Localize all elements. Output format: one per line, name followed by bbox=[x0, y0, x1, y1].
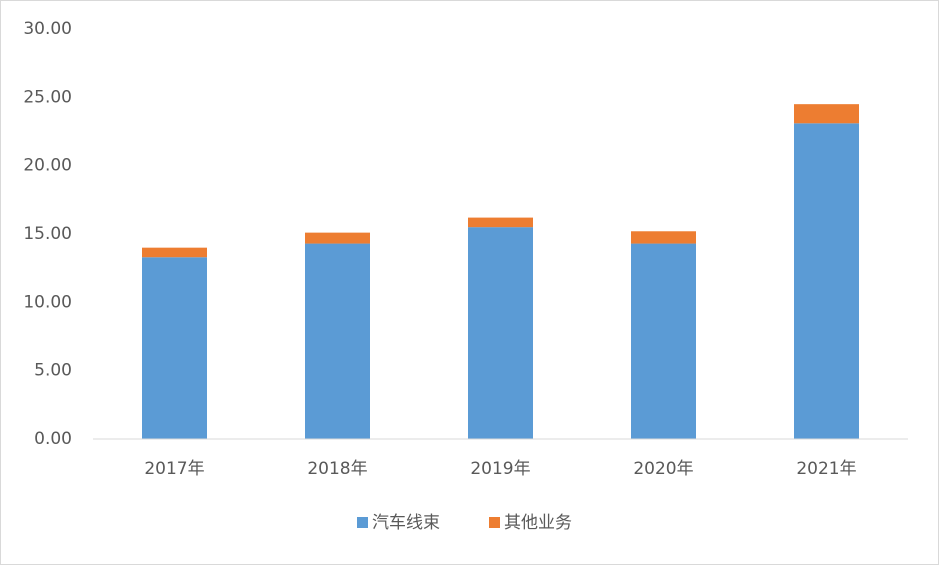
legend-swatch bbox=[357, 517, 368, 528]
bar-segment bbox=[142, 247, 207, 258]
bar-segment bbox=[468, 227, 533, 439]
y-tick-label: 10.00 bbox=[23, 292, 72, 312]
x-tick-label: 2019年 bbox=[470, 459, 530, 479]
bar-segment bbox=[794, 123, 859, 440]
bar-segment bbox=[305, 243, 370, 439]
y-tick-label: 30.00 bbox=[23, 19, 72, 39]
y-tick-label: 5.00 bbox=[34, 361, 72, 381]
x-tick-label: 2017年 bbox=[144, 459, 204, 479]
bar-segment bbox=[468, 217, 533, 228]
y-tick-label: 25.00 bbox=[23, 87, 72, 107]
bar-segment bbox=[631, 243, 696, 439]
legend-label: 汽车线束 bbox=[372, 513, 440, 533]
y-tick-label: 0.00 bbox=[34, 429, 72, 449]
x-tick-label: 2021年 bbox=[796, 459, 856, 479]
x-tick-label: 2018年 bbox=[307, 459, 367, 479]
bar-segment bbox=[631, 231, 696, 244]
legend-swatch bbox=[489, 517, 500, 528]
y-tick-label: 20.00 bbox=[23, 156, 72, 176]
legend-label: 其他业务 bbox=[504, 513, 572, 533]
bar-segment bbox=[142, 257, 207, 439]
x-tick-label: 2020年 bbox=[633, 459, 693, 479]
y-tick-label: 15.00 bbox=[23, 224, 72, 244]
bar-segment bbox=[305, 232, 370, 244]
bar-segment bbox=[794, 104, 859, 124]
